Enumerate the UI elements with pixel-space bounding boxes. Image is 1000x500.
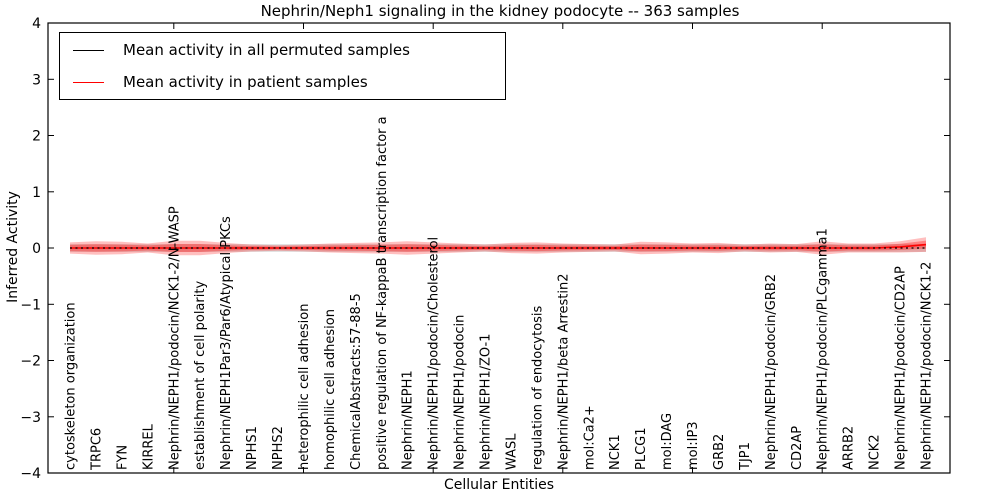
legend-entry-permuted: Mean activity in all permuted samples	[60, 34, 505, 66]
x-tick-label: NPHS1	[245, 426, 260, 470]
x-tick-label: FYN	[115, 445, 130, 470]
x-tick-label: TJP1	[738, 442, 753, 471]
y-tick-label: −2	[20, 354, 41, 370]
x-tick-label: Nephrin/NEPH1/podocin/Cholesterol	[427, 237, 442, 470]
patient-std-band-outer	[70, 237, 926, 256]
x-tick-label: Nephrin/NEPH1/ZO-1	[479, 334, 494, 470]
x-tick-label: mol:IP3	[686, 421, 701, 470]
y-tick-label: 1	[32, 185, 41, 201]
y-tick-label: 4	[32, 16, 41, 32]
x-tick-label: establishment of cell polarity	[193, 281, 208, 470]
x-tick-label: Nephrin/NEPH1/podocin	[453, 315, 468, 470]
legend-label-permuted: Mean activity in all permuted samples	[123, 41, 410, 59]
legend-entry-patient: Mean activity in patient samples	[60, 66, 505, 98]
y-tick-label: 3	[32, 72, 41, 88]
x-tick-label: mol:Ca2+	[582, 405, 597, 470]
x-tick-label: regulation of endocytosis	[530, 305, 545, 470]
y-tick-label: −4	[20, 466, 41, 482]
x-tick-label: TRPC6	[89, 428, 104, 471]
x-tick-label: WASL	[505, 433, 520, 470]
x-tick-label: heterophilic cell adhesion	[297, 304, 312, 471]
x-tick-label: ARRB2	[842, 426, 857, 470]
y-tick-label: −3	[20, 410, 41, 426]
y-tick-label: 2	[32, 129, 41, 145]
x-tick-label: Nephrin/NEPH1/podocin/PLCgamma1	[816, 228, 831, 470]
x-axis-label: Cellular Entities	[443, 477, 555, 493]
y-tick-label: −1	[20, 297, 41, 313]
x-tick-label: Nephrin/NEPH1Par3/Par6/Atypical PKCs	[219, 216, 234, 470]
patient-line-sample	[73, 81, 104, 83]
x-tick-label: NPHS2	[271, 426, 286, 470]
x-tick-label: Nephrin/NEPH1/beta Arrestin2	[556, 274, 571, 471]
x-tick-label: Nephrin/NEPH1	[401, 370, 416, 470]
x-tick-label: Nephrin/NEPH1/podocin/GRB2	[764, 274, 779, 470]
x-tick-label: Nephrin/NEPH1/podocin/CD2AP	[894, 266, 909, 470]
x-tick-label: mol:DAG	[660, 413, 675, 470]
x-tick-label: PLCG1	[634, 427, 649, 470]
x-tick-label: Nephrin/NEPH1/podocin/NCK1-2/N-WASP	[167, 206, 182, 470]
y-tick-label: 0	[32, 241, 41, 257]
chart-title: Nephrin/Neph1 signaling in the kidney po…	[260, 2, 740, 20]
x-tick-label: CD2AP	[790, 426, 805, 470]
x-tick-label: Nephrin/NEPH1/podocin/NCK1-2	[920, 262, 935, 470]
x-tick-label: NCK1	[608, 434, 623, 470]
x-tick-label: positive regulation of NF-kappaB transcr…	[375, 116, 390, 470]
legend-label-patient: Mean activity in patient samples	[123, 73, 368, 91]
patient-mean-line	[70, 243, 927, 249]
x-tick-label: ChemicalAbstracts:57-88-5	[349, 293, 364, 470]
x-tick-label: KIRREL	[141, 423, 156, 470]
permuted-line-sample	[73, 49, 104, 51]
patient-std-band-inner	[70, 240, 926, 252]
x-tick-label: GRB2	[712, 434, 727, 470]
legend: Mean activity in all permuted samples Me…	[59, 32, 506, 100]
x-tick-label: homophilic cell adhesion	[323, 309, 338, 470]
x-tick-label: cytoskeleton organization	[64, 302, 79, 470]
x-tick-label: NCK2	[868, 434, 883, 470]
